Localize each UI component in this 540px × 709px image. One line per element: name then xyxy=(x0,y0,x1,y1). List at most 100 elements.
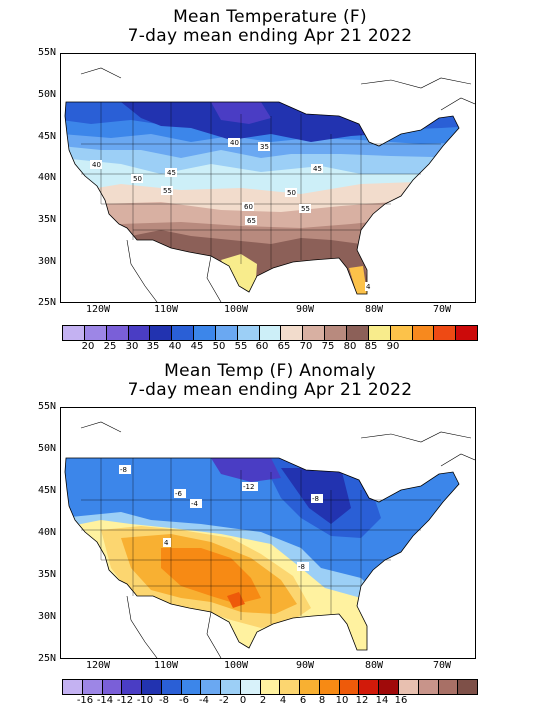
colorbar-tick: -14 xyxy=(96,695,114,706)
colorbar-tick: 75 xyxy=(321,341,335,352)
colorbar-swatch xyxy=(325,326,347,340)
temperature-contour-labels: 40 35 40 45 50 55 45 50 60 55 65 65 4 xyxy=(90,138,372,291)
colorbar-swatch xyxy=(181,680,202,694)
lat-label: 25N xyxy=(37,653,56,664)
colorbar-swatch xyxy=(194,326,216,340)
colorbar-swatch xyxy=(237,326,260,340)
contour-label: -6 xyxy=(175,490,183,498)
colorbar-swatch xyxy=(82,680,103,694)
mexico-outline xyxy=(126,595,222,658)
colorbar-tick: 45 xyxy=(190,341,204,352)
colorbar-swatch xyxy=(434,326,457,340)
colorbar-swatch xyxy=(201,680,222,694)
colorbar-tick: -6 xyxy=(179,695,189,706)
lat-label: 55N xyxy=(37,401,56,412)
colorbar-tick: 55 xyxy=(234,341,248,352)
lat-label: 30N xyxy=(37,256,56,267)
lon-label: 80W xyxy=(364,660,384,671)
colorbar-tick: 8 xyxy=(318,695,326,706)
colorbar-tick: 16 xyxy=(394,695,408,706)
colorbar-tick: -10 xyxy=(136,695,154,706)
contour-label: 40 xyxy=(92,161,101,169)
lon-label: 70W xyxy=(432,660,452,671)
colorbar-swatch xyxy=(319,680,340,694)
lat-label: 30N xyxy=(37,611,56,622)
colorbar-swatch xyxy=(339,680,360,694)
contour-label: 60 xyxy=(244,203,253,211)
colorbar-tick: 14 xyxy=(375,695,389,706)
lon-label: 120W xyxy=(85,660,111,671)
contour-label: -4 xyxy=(191,500,199,508)
contour-label: -12 xyxy=(243,483,254,491)
colorbar-swatch xyxy=(259,326,282,340)
colorbar-swatch xyxy=(161,680,182,694)
top-map-title-line1: Mean Temperature (F) xyxy=(173,7,367,27)
lon-label: 70W xyxy=(432,304,452,315)
colorbar-swatch xyxy=(438,680,459,694)
colorbar-tick: 30 xyxy=(125,341,139,352)
contour-label: -8 xyxy=(312,495,319,503)
lat-label: 35N xyxy=(37,569,56,580)
contour-label: 40 xyxy=(230,139,239,147)
colorbar-tick: 10 xyxy=(335,695,349,706)
colorbar-swatch xyxy=(458,680,478,694)
contour-label: -8 xyxy=(298,563,305,571)
colorbar-tick: -16 xyxy=(76,695,94,706)
colorbar-swatch xyxy=(122,680,143,694)
colorbar-tick: 50 xyxy=(212,341,226,352)
lon-label: 110W xyxy=(153,660,179,671)
top-colorbar xyxy=(62,325,478,341)
contour-label: 50 xyxy=(133,175,142,183)
lat-label: 40N xyxy=(37,527,56,538)
top-temperature-map: 40 35 40 45 50 55 45 50 60 55 65 65 4 xyxy=(61,54,475,302)
colorbar-tick: 90 xyxy=(386,341,400,352)
lon-label: 120W xyxy=(85,304,111,315)
lat-label: 35N xyxy=(37,214,56,225)
top-map-title-line2: 7-day mean ending Apr 21 2022 xyxy=(127,26,413,46)
colorbar-swatch xyxy=(281,326,304,340)
colorbar-tick: 70 xyxy=(299,341,313,352)
colorbar-swatch xyxy=(102,680,123,694)
mexico-outline xyxy=(126,239,222,302)
colorbar-tick: 35 xyxy=(146,341,160,352)
top-map-panel: 40 35 40 45 50 55 45 50 60 55 65 65 4 xyxy=(60,53,476,303)
lon-label: 110W xyxy=(153,304,179,315)
colorbar-swatch xyxy=(418,680,439,694)
colorbar-swatch xyxy=(399,680,419,694)
colorbar-swatch xyxy=(390,326,413,340)
canada-outline xyxy=(80,67,475,111)
colorbar-swatch xyxy=(412,326,435,340)
contour-label: 4 xyxy=(164,539,169,547)
colorbar-tick: -2 xyxy=(219,695,229,706)
colorbar-tick: -12 xyxy=(116,695,134,706)
lat-label: 50N xyxy=(37,89,56,100)
colorbar-swatch xyxy=(359,680,380,694)
colorbar-swatch xyxy=(106,326,129,340)
colorbar-swatch xyxy=(221,680,241,694)
contour-label: -8 xyxy=(120,466,127,474)
bottom-colorbar xyxy=(62,679,478,695)
colorbar-swatch xyxy=(240,680,261,694)
colorbar-tick: 65 xyxy=(277,341,291,352)
colorbar-swatch xyxy=(300,680,320,694)
canada-outline xyxy=(80,421,475,467)
colorbar-swatch xyxy=(142,680,162,694)
contour-label: 65 xyxy=(247,217,256,225)
contour-label: 45 xyxy=(167,169,176,177)
contour-label: 50 xyxy=(287,189,296,197)
lon-label: 80W xyxy=(364,304,384,315)
colorbar-tick: 60 xyxy=(255,341,269,352)
colorbar-tick: 12 xyxy=(355,695,369,706)
lat-label: 40N xyxy=(37,172,56,183)
contour-label: 45 xyxy=(313,165,322,173)
colorbar-swatch xyxy=(150,326,173,340)
lat-label: 45N xyxy=(37,485,56,496)
bottom-map-panel: -8 -6 -4 -12 -8 4 -8 xyxy=(60,407,476,659)
bottom-map-title-line2: 7-day mean ending Apr 21 2022 xyxy=(127,380,413,400)
colorbar-swatch xyxy=(215,326,238,340)
colorbar-swatch xyxy=(456,326,478,340)
colorbar-tick: 0 xyxy=(239,695,247,706)
colorbar-swatch xyxy=(303,326,326,340)
state-borders xyxy=(81,458,441,624)
colorbar-swatch xyxy=(63,680,83,694)
